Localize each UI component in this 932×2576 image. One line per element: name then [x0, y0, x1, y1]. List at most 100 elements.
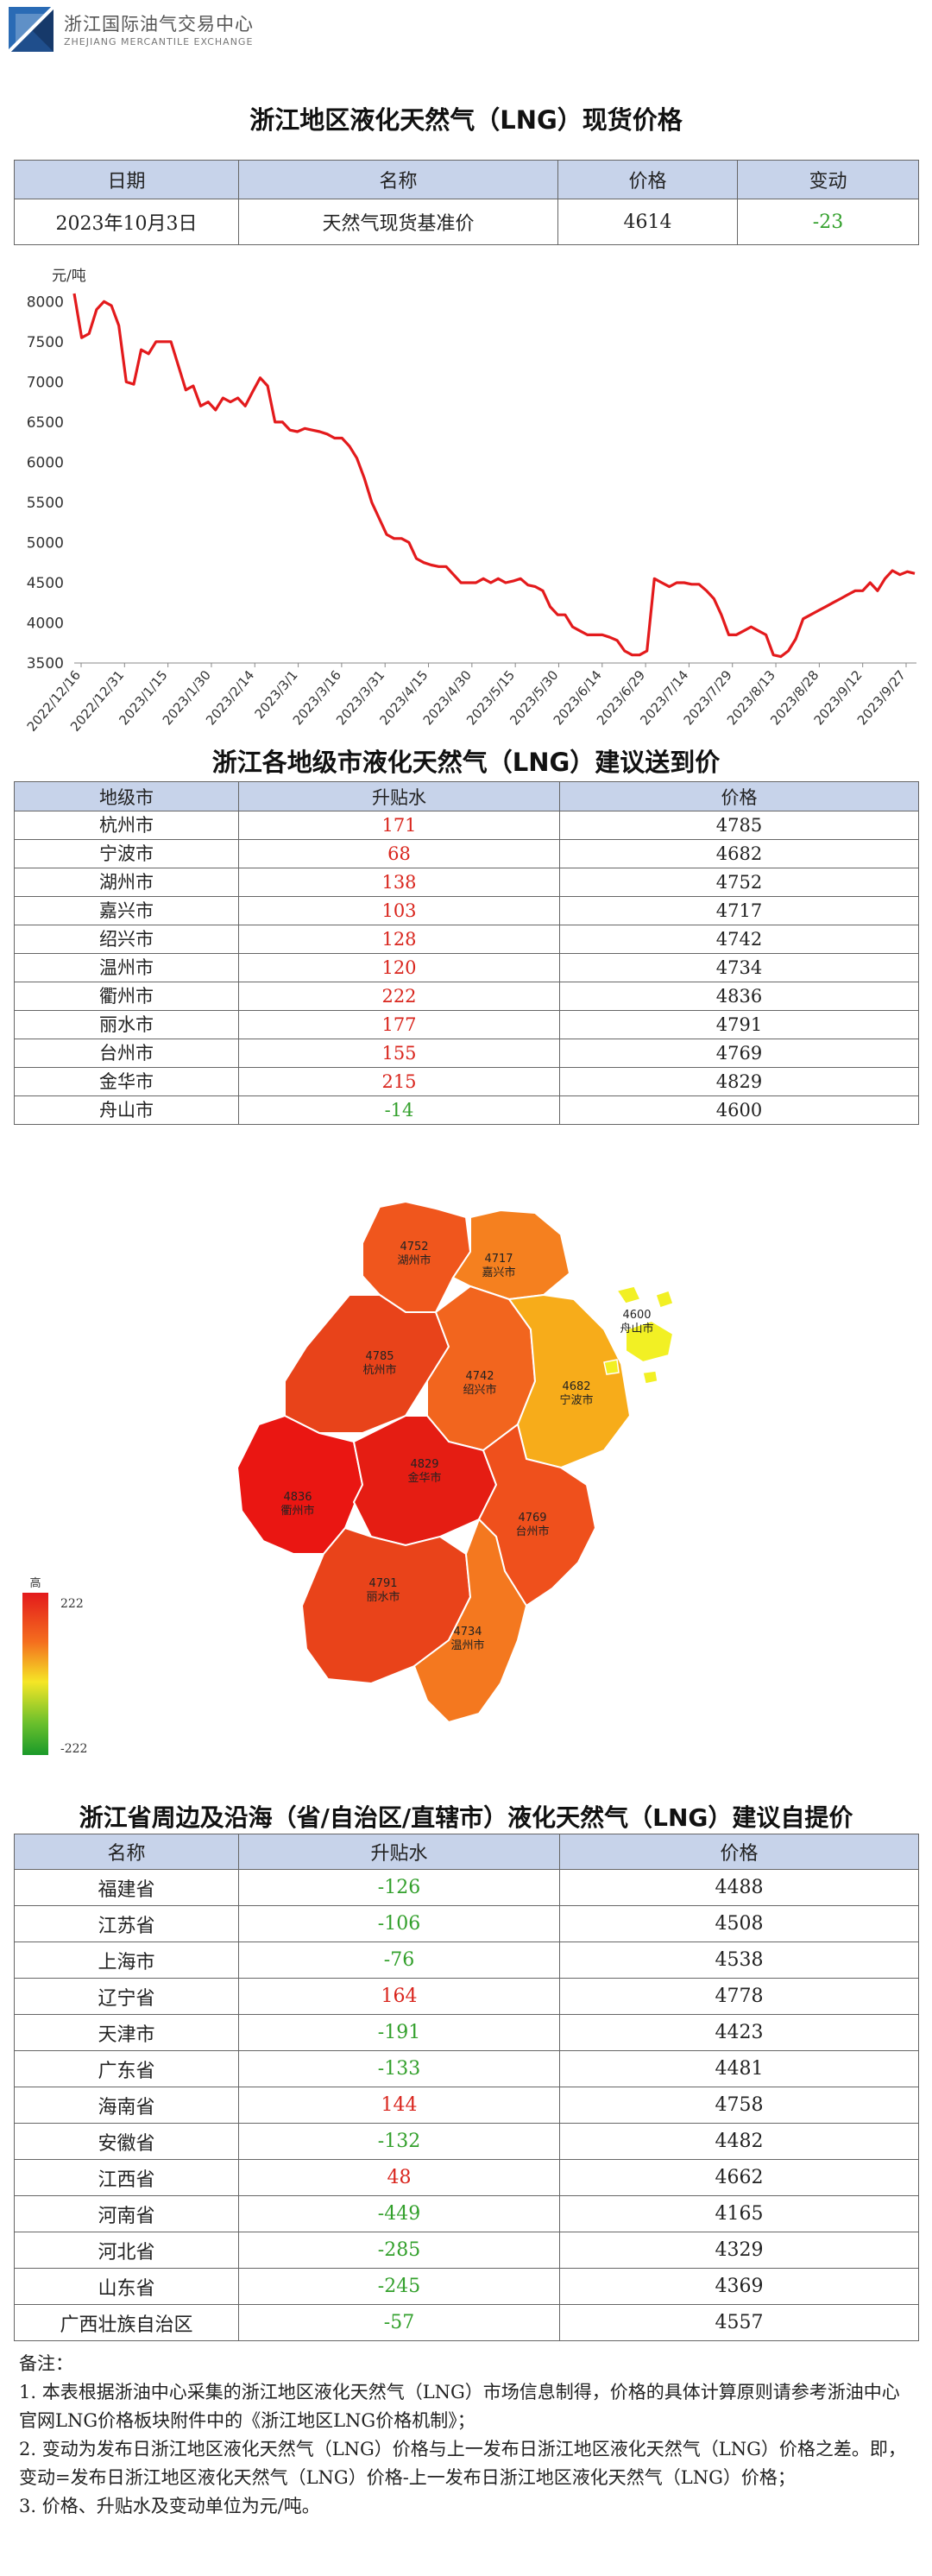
table-row: 山东省 -245 4369 [14, 2268, 919, 2305]
name-cell: 天然气现货基准价 [238, 199, 558, 245]
y-tick-label: 6500 [27, 414, 64, 432]
map-price-label: 4717 [484, 1253, 513, 1266]
spot-price-title: 浙江地区液化天然气（LNG）现货价格 [249, 105, 683, 135]
map-city-label: 舟山市 [620, 1322, 653, 1335]
map-city-label: 温州市 [450, 1638, 484, 1652]
column-header: 日期 [14, 160, 239, 199]
date-cell: 2023年10月3日 [14, 199, 239, 245]
name-cell: 辽宁省 [14, 1978, 239, 2015]
map-region-ningbo [507, 1293, 632, 1469]
premium-cell: 164 [238, 1978, 560, 2015]
premium-cell: -191 [238, 2014, 560, 2051]
price-cell: 4482 [559, 2123, 919, 2160]
price-series-line [72, 293, 916, 659]
notes: 备注： 1. 本表根据浙油中心采集的浙江地区液化天然气（LNG）市场信息制得，价… [19, 2350, 916, 2521]
y-axis-label: 元/吨 [52, 268, 86, 285]
name-cell: 上海市 [14, 1941, 239, 1979]
name-cell: 天津市 [14, 2014, 239, 2051]
premium-cell: 177 [238, 1010, 560, 1039]
map-labels: 4752 湖州市 4717 嘉兴市 4785 杭州市 4742 绍兴市 4682… [280, 1241, 653, 1652]
table-header-row: 日期 名称 价格 变动 [14, 160, 919, 199]
city-cell: 丽水市 [14, 1010, 239, 1039]
premium-cell: -285 [238, 2232, 560, 2269]
table-row: 广东省 -133 4481 [14, 2050, 919, 2087]
province-rows: 福建省 -126 4488 江苏省 -106 4508 上海市 -76 4538 辽宁省 164 47… [14, 1869, 919, 2341]
y-tick-label: 5000 [27, 534, 64, 552]
y-axis-ticks: 3500 4000 4500 5000 5500 6000 6500 7000 7500 8000 [27, 294, 64, 672]
table-row: 舟山市 -14 4600 [14, 1095, 919, 1125]
price-cell: 4734 [559, 953, 919, 982]
premium-cell: -76 [238, 1941, 560, 1979]
table-header-row: 地级市 升贴水 价格 [14, 781, 919, 811]
price-cell: 4829 [559, 1067, 919, 1096]
price-cell: 4778 [559, 1978, 919, 2015]
price-trend-chart: 元/吨 3500 4000 4500 5000 5500 6000 6500 7000 7500… [24, 268, 916, 735]
name-cell: 广西壮族自治区 [14, 2304, 239, 2341]
city-cell: 杭州市 [14, 811, 239, 840]
premium-cell: 144 [238, 2087, 560, 2124]
name-cell: 河南省 [14, 2195, 239, 2232]
note-item: 2. 变动为发布日浙江地区液化天然气（LNG）价格与上一发布日浙江地区液化天然气… [19, 2439, 906, 2488]
price-cell: 4557 [559, 2304, 919, 2341]
premium-cell: -126 [238, 1869, 560, 1906]
map-city-label: 嘉兴市 [482, 1266, 515, 1279]
legend-min-label: -222 [60, 1742, 87, 1756]
premium-cell: -106 [238, 1905, 560, 1942]
table-row: 湖州市 138 4752 [14, 868, 919, 897]
notes-heading: 备注： [19, 2353, 73, 2374]
city-rows: 杭州市 171 4785 宁波市 68 4682 湖州市 138 4752 嘉兴市 103 4717 绍… [14, 811, 919, 1125]
price-cell: 4423 [559, 2014, 919, 2051]
price-cell: 4742 [559, 925, 919, 954]
name-cell: 山东省 [14, 2268, 239, 2305]
column-header: 地级市 [14, 781, 239, 811]
map-price-label: 4785 [365, 1350, 394, 1363]
map-price-label: 4682 [562, 1380, 590, 1393]
y-tick-label: 7000 [27, 374, 64, 391]
premium-cell: 48 [238, 2159, 560, 2196]
premium-cell: 171 [238, 811, 560, 840]
note-item: 1. 本表根据浙油中心采集的浙江地区液化天然气（LNG）市场信息制得，价格的具体… [19, 2382, 900, 2431]
map-city-label: 宁波市 [559, 1393, 593, 1407]
table-row: 江苏省 -106 4508 [14, 1905, 919, 1942]
map-city-label: 杭州市 [362, 1363, 396, 1377]
map-price-label: 4769 [518, 1512, 546, 1525]
legend-gradient-bar [22, 1593, 48, 1755]
exchange-logo-icon [9, 7, 54, 52]
name-cell: 广东省 [14, 2050, 239, 2087]
table-row: 杭州市 171 4785 [14, 811, 919, 840]
header: 浙江国际油气交易中心 ZHEJIANG MERCANTILE EXCHANGE [0, 0, 932, 60]
table-row: 河南省 -449 4165 [14, 2195, 919, 2232]
table-row: 衢州市 222 4836 [14, 982, 919, 1011]
spot-price-table: 日期 名称 价格 变动 2023年10月3日 天然气现货基准价 4614 -23 [14, 160, 919, 245]
map-price-label: 4836 [283, 1491, 312, 1504]
column-header: 升贴水 [238, 781, 560, 811]
table-row: 辽宁省 164 4778 [14, 1978, 919, 2015]
map-price-label: 4829 [410, 1458, 438, 1471]
price-cell: 4791 [559, 1010, 919, 1039]
city-cell: 金华市 [14, 1067, 239, 1096]
price-cell: 4758 [559, 2087, 919, 2124]
y-tick-label: 5500 [27, 495, 64, 512]
premium-cell: 103 [238, 896, 560, 925]
premium-cell: 120 [238, 953, 560, 982]
table-row: 金华市 215 4829 [14, 1067, 919, 1096]
table-row: 上海市 -76 4538 [14, 1941, 919, 1979]
premium-cell: -14 [238, 1095, 560, 1125]
table-row: 温州市 120 4734 [14, 953, 919, 982]
table-row: 2023年10月3日 天然气现货基准价 4614 -23 [14, 199, 919, 245]
table-row: 广西壮族自治区 -57 4557 [14, 2304, 919, 2341]
price-cell: 4752 [559, 868, 919, 897]
price-cell: 4600 [559, 1095, 919, 1125]
zhejiang-price-map: 4752 湖州市 4717 嘉兴市 4785 杭州市 4742 绍兴市 4682… [22, 1200, 675, 1756]
change-cell: -23 [737, 199, 919, 245]
table-row: 河北省 -285 4329 [14, 2232, 919, 2269]
column-header: 价格 [557, 160, 738, 199]
premium-cell: -132 [238, 2123, 560, 2160]
map-region-hangzhou [284, 1294, 450, 1434]
y-tick-label: 7500 [27, 334, 64, 351]
price-cell: 4662 [559, 2159, 919, 2196]
name-cell: 江西省 [14, 2159, 239, 2196]
column-header: 名称 [238, 160, 558, 199]
map-city-label: 衢州市 [280, 1504, 314, 1518]
city-cell: 衢州市 [14, 982, 239, 1011]
